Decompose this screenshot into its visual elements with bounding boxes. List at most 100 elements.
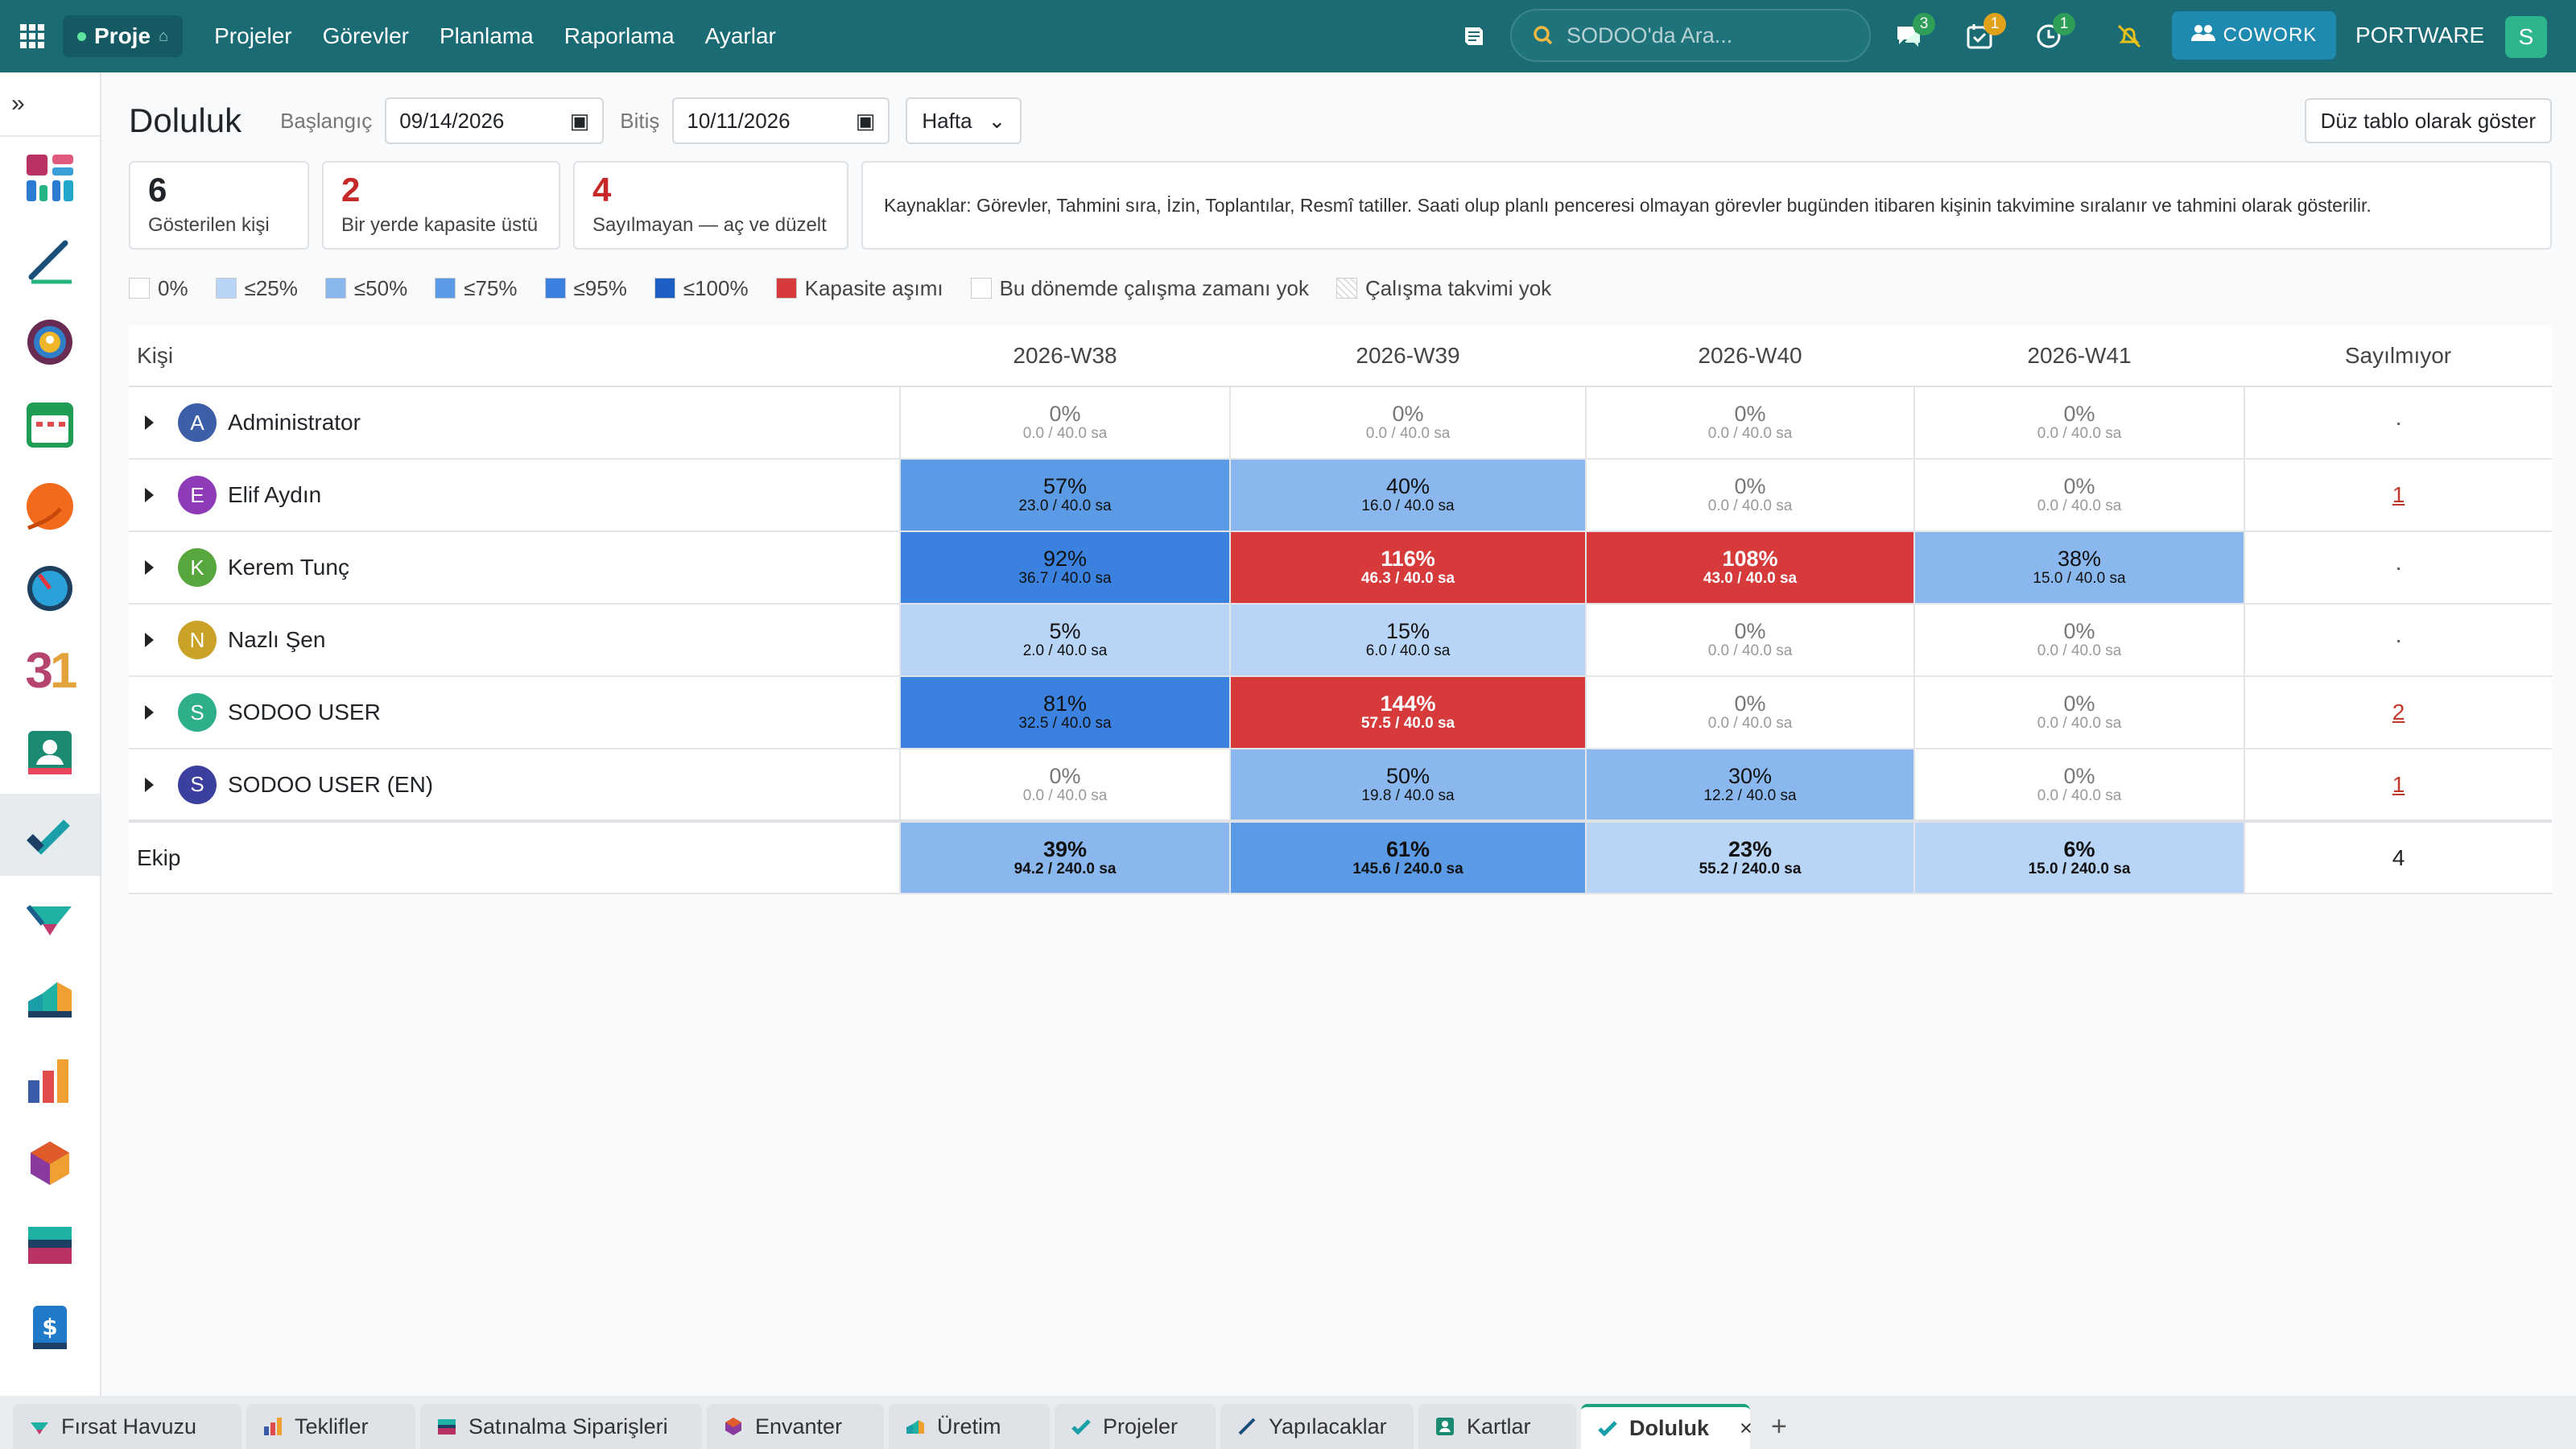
purchase-icon[interactable] (0, 1204, 100, 1286)
end-date-input[interactable]: 10/11/2026 ▣ (672, 97, 890, 144)
summary-card-overcapacity[interactable]: 2 Bir yerde kapasite üstü (322, 161, 560, 250)
bottom-tab[interactable]: Üretim (889, 1404, 1050, 1449)
expand-caret-icon[interactable] (145, 415, 154, 430)
expand-caret-icon[interactable] (145, 560, 154, 575)
clock-icon[interactable]: 1 (2029, 13, 2075, 56)
occupancy-cell[interactable]: 15% 6.0 / 40.0 sa (1229, 603, 1587, 677)
table-row[interactable]: A Administrator 0% 0.0 / 40.0 sa 0% 0.0 / 40.… (129, 386, 2552, 460)
manufacturing-icon[interactable] (0, 1122, 100, 1204)
bottom-tab[interactable]: Kartlar (1418, 1404, 1576, 1449)
bottom-tab[interactable]: Projeler (1055, 1404, 1216, 1449)
sales-icon[interactable] (0, 1040, 100, 1122)
summary-card-shown[interactable]: 6 Gösterilen kişi (129, 161, 309, 250)
menu-item-reporting[interactable]: Raporlama (564, 23, 675, 48)
occupancy-cell[interactable]: 0% 0.0 / 40.0 sa (1913, 386, 2245, 460)
person-cell[interactable]: K Kerem Tunç (129, 531, 900, 605)
person-cell[interactable]: S SODOO USER (129, 676, 900, 749)
calendar-31-icon[interactable]: 31 (25, 642, 78, 699)
contacts-icon[interactable] (0, 712, 100, 794)
menu-item-tasks[interactable]: Görevler (322, 23, 409, 48)
uncounted-link[interactable]: 1 (2392, 771, 2405, 797)
bottom-tab[interactable]: Doluluk × (1581, 1404, 1752, 1449)
occupancy-cell[interactable]: 0% 0.0 / 40.0 sa (1585, 458, 1915, 532)
table-row[interactable]: K Kerem Tunç 92% 36.7 / 40.0 sa 116% 46.3 / 4… (129, 530, 2552, 605)
occupancy-cell[interactable]: 5% 2.0 / 40.0 sa (899, 603, 1231, 677)
bottom-tab[interactable]: Satınalma Siparişleri (420, 1404, 702, 1449)
company-name[interactable]: PORTWARE (2355, 23, 2485, 47)
occupancy-cell[interactable]: 50% 19.8 / 40.0 sa (1229, 748, 1587, 822)
timesheet-icon[interactable] (0, 547, 100, 630)
occupancy-cell[interactable]: 61% 145.6 / 240.0 sa (1229, 819, 1587, 894)
person-cell[interactable]: S SODOO USER (EN) (129, 749, 900, 822)
bottom-tab[interactable]: Teklifler (246, 1404, 415, 1449)
occupancy-cell[interactable]: 23% 55.2 / 240.0 sa (1585, 819, 1915, 894)
occupancy-cell[interactable]: 92% 36.7 / 40.0 sa (899, 530, 1231, 605)
menu-item-planning[interactable]: Planlama (439, 23, 534, 48)
table-row[interactable]: S SODOO USER 81% 32.5 / 40.0 sa 144% 57.5 / 4… (129, 675, 2552, 749)
invoicing-icon[interactable]: $ (0, 1286, 100, 1368)
close-tab-icon[interactable]: × (1740, 1415, 1752, 1440)
bottom-tab[interactable]: Fırsat Havuzu (13, 1404, 242, 1449)
expand-sidebar-icon[interactable]: » (0, 72, 100, 137)
occupancy-cell[interactable]: 0% 0.0 / 40.0 sa (1229, 386, 1587, 460)
expand-caret-icon[interactable] (145, 633, 154, 647)
start-date-input[interactable]: 09/14/2026 ▣ (385, 97, 605, 144)
calendar-icon[interactable] (0, 383, 100, 465)
cowork-button[interactable]: COWORK (2172, 11, 2336, 60)
app-grid-icon[interactable] (8, 12, 56, 60)
occupancy-cell[interactable]: 0% 0.0 / 40.0 sa (1913, 675, 2245, 749)
activities-icon[interactable]: 1 (1959, 13, 2006, 56)
menu-item-projects[interactable]: Projeler (214, 23, 292, 48)
inventory-icon[interactable] (0, 958, 100, 1040)
occupancy-cell[interactable]: 40% 16.0 / 40.0 sa (1229, 458, 1587, 532)
occupancy-cell[interactable]: 0% 0.0 / 40.0 sa (899, 748, 1231, 822)
uncounted-cell[interactable]: 2 (2244, 676, 2552, 749)
bottom-tab[interactable]: Envanter (707, 1404, 884, 1449)
occupancy-cell[interactable]: 0% 0.0 / 40.0 sa (1585, 603, 1915, 677)
expand-caret-icon[interactable] (145, 777, 154, 792)
occupancy-cell[interactable]: 6% 15.0 / 240.0 sa (1913, 819, 2245, 894)
person-cell[interactable]: E Elif Aydın (129, 459, 900, 532)
uncounted-link[interactable]: 1 (2392, 482, 2405, 507)
occupancy-cell[interactable]: 0% 0.0 / 40.0 sa (899, 386, 1231, 460)
discuss-icon[interactable] (0, 301, 100, 383)
uncounted-cell[interactable]: 1 (2244, 749, 2552, 822)
occupancy-cell[interactable]: 116% 46.3 / 40.0 sa (1229, 530, 1587, 605)
occupancy-cell[interactable]: 0% 0.0 / 40.0 sa (1585, 675, 1915, 749)
occupancy-cell[interactable]: 30% 12.2 / 40.0 sa (1585, 748, 1915, 822)
project-icon[interactable] (0, 794, 100, 876)
table-row[interactable]: E Elif Aydın 57% 23.0 / 40.0 sa 40% 16.0 / 40… (129, 458, 2552, 532)
flat-table-button[interactable]: Düz tablo olarak göster (2304, 98, 2552, 143)
helpdesk-icon[interactable] (0, 876, 100, 958)
uncounted-link[interactable]: 2 (2392, 700, 2405, 724)
crm-icon[interactable] (0, 465, 100, 547)
summary-card-uncounted[interactable]: 4 Sayılmayan — aç ve düzelt (573, 161, 848, 250)
occupancy-cell[interactable]: 38% 15.0 / 40.0 sa (1913, 530, 2245, 605)
expand-caret-icon[interactable] (145, 705, 154, 720)
global-search-input[interactable]: SODOO'da Ara... (1510, 9, 1871, 62)
occupancy-cell[interactable]: 39% 94.2 / 240.0 sa (899, 819, 1231, 894)
knowledge-book-icon[interactable] (1454, 16, 1494, 56)
dashboard-icon[interactable] (0, 137, 100, 219)
person-cell[interactable]: N Nazlı Şen (129, 604, 900, 677)
occupancy-cell[interactable]: 0% 0.0 / 40.0 sa (1585, 386, 1915, 460)
occupancy-cell[interactable]: 81% 32.5 / 40.0 sa (899, 675, 1231, 749)
add-tab-icon[interactable]: + (1771, 1410, 1787, 1442)
expand-caret-icon[interactable] (145, 488, 154, 502)
table-row[interactable]: N Nazlı Şen 5% 2.0 / 40.0 sa 15% 6.0 / 40.0 s… (129, 603, 2552, 677)
menu-item-settings[interactable]: Ayarlar (704, 23, 776, 48)
occupancy-cell[interactable]: 0% 0.0 / 40.0 sa (1913, 748, 2245, 822)
person-cell[interactable]: A Administrator (129, 386, 900, 460)
user-avatar[interactable]: S (2505, 16, 2547, 58)
uncounted-cell[interactable]: 1 (2244, 459, 2552, 532)
occupancy-cell[interactable]: 57% 23.0 / 40.0 sa (899, 458, 1231, 532)
todo-icon[interactable] (0, 219, 100, 301)
bottom-tab[interactable]: Yapılacaklar (1220, 1404, 1414, 1449)
occupancy-cell[interactable]: 144% 57.5 / 40.0 sa (1229, 675, 1587, 749)
notifications-off-icon[interactable] (2109, 16, 2149, 56)
occupancy-cell[interactable]: 108% 43.0 / 40.0 sa (1585, 530, 1915, 605)
occupancy-cell[interactable]: 0% 0.0 / 40.0 sa (1913, 458, 2245, 532)
chat-icon[interactable]: 3 (1889, 13, 1935, 56)
table-row[interactable]: S SODOO USER (EN) 0% 0.0 / 40.0 sa 50% 19.8 /… (129, 748, 2552, 822)
period-select[interactable]: Hafta ⌄ (906, 97, 1022, 144)
